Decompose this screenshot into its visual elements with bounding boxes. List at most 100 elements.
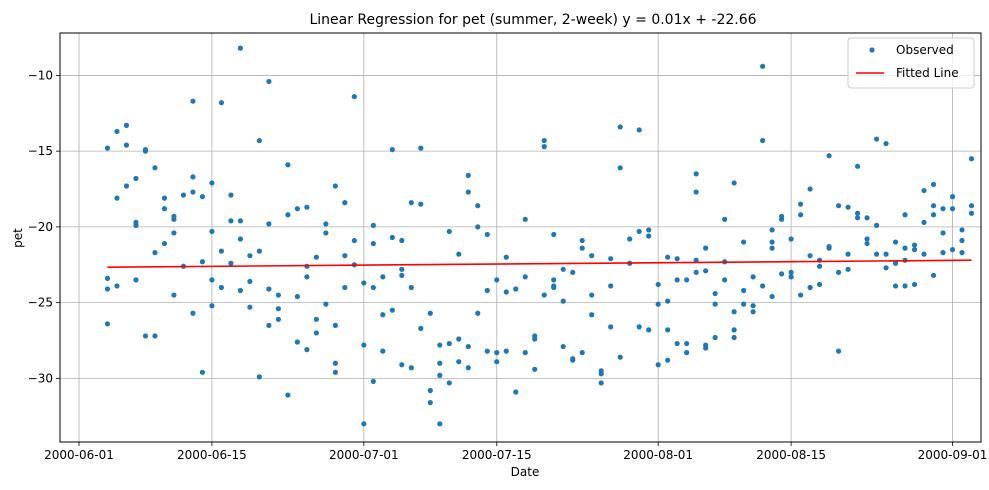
plot-frame [59,32,982,443]
observed-point [408,284,414,291]
observed-point [930,212,937,218]
observed-point [247,278,253,285]
observed-point [513,286,519,292]
observed-point [579,237,585,244]
observed-point [798,212,804,218]
observed-point [541,137,547,144]
observed-point [892,283,899,289]
observed-point [636,324,642,330]
observed-point [475,224,481,230]
observed-point [570,357,576,363]
observed-point [807,284,813,291]
legend-observed-marker [869,47,875,53]
observed-point [294,293,300,300]
observed-point [816,281,823,288]
observed-point [655,281,661,288]
fitted-line-group [107,259,972,268]
observed-point [456,359,462,365]
observed-point [731,180,737,186]
observed-point [256,374,262,380]
observed-point [313,316,319,322]
observed-point [351,237,357,244]
observed-point [237,45,243,51]
observed-point [342,253,348,259]
observed-point [513,389,519,395]
observed-point [190,310,196,316]
observed-point [275,292,281,298]
observed-point [408,200,414,206]
observed-point [921,251,927,257]
observed-point [684,340,690,347]
observed-point [484,231,490,238]
observed-point [123,183,130,189]
observed-point [760,283,766,289]
observed-point [370,240,376,247]
observed-point [494,277,500,283]
observed-point [190,174,196,180]
observed-point [873,251,880,257]
observed-point [826,153,832,159]
observed-point [427,400,433,406]
observed-point [703,268,709,274]
observed-point [228,192,234,198]
observed-point [541,292,547,298]
x-tick-label: 2000-07-15 [462,448,532,462]
observed-point [133,222,139,228]
observed-point [380,348,386,354]
observed-point [465,189,471,195]
observed-point [769,293,775,300]
observed-point [684,350,690,356]
observed-point [560,343,566,350]
y-tick-label: −15 [28,144,53,158]
observed-point [370,222,376,228]
observed-point [104,286,111,292]
observed-point [351,94,357,100]
observed-point [503,289,509,295]
observed-point [750,303,756,309]
observed-point [522,274,528,280]
observed-point [627,236,633,242]
observed-point [560,266,566,272]
observed-point [665,254,671,260]
observed-point [712,301,718,307]
observed-point [769,245,775,251]
observed-point [123,122,130,128]
observed-point [104,145,111,151]
observed-point [854,215,861,221]
observed-point [332,369,338,375]
observed-point [665,298,671,304]
observed-point [864,240,870,247]
observed-point [779,216,785,222]
observed-point [266,286,272,292]
observed-point [313,254,319,260]
observed-point [826,245,832,251]
legend: Observed Fitted Line [847,37,975,89]
observed-point [703,345,709,351]
observed-point [418,145,424,151]
x-tick-label: 2000-07-01 [329,448,399,462]
observed-point [892,260,899,266]
observed-point [190,189,196,195]
observed-point [712,334,718,341]
observed-point [921,187,927,194]
observed-point [399,362,405,368]
observed-point [598,371,604,377]
observed-point [503,254,509,260]
observed-point [323,221,329,227]
observed-point [361,342,367,348]
observed-point [399,272,405,278]
observed-point [275,316,281,322]
observed-point [456,336,462,342]
observed-point [237,236,243,242]
observed-point [294,339,300,345]
observed-point [180,192,187,198]
observed-point [503,348,509,354]
observed-point [247,304,253,310]
observed-point [722,277,728,283]
observed-point [674,340,680,347]
observed-point [484,287,490,294]
observed-point [617,354,623,360]
observed-point [456,251,462,257]
observed-point [294,206,300,212]
observed-point [551,277,557,283]
